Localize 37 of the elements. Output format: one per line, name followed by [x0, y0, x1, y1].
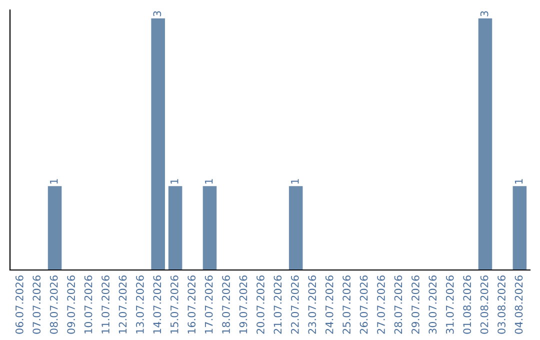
x-tick-label: 16.07.2026: [188, 276, 196, 334]
data-label: 1: [50, 179, 58, 184]
x-tick-label: 24.07.2026: [325, 276, 334, 334]
x-tick-label: 27.07.2026: [377, 276, 385, 334]
x-tick-label: 25.07.2026: [342, 276, 351, 334]
x-tick-label: 02.08.2026: [480, 276, 488, 334]
data-label: 1: [514, 179, 523, 184]
data-label: 3: [480, 11, 488, 16]
x-tick-label: 21.07.2026: [274, 276, 282, 334]
x-tick-label: 04.08.2026: [514, 276, 523, 334]
x-tick-label: 15.07.2026: [170, 276, 178, 334]
x-tick-label: 30.07.2026: [428, 276, 437, 334]
x-tick-label: 18.07.2026: [222, 276, 230, 334]
x-tick-label: 03.08.2026: [498, 276, 506, 334]
data-label: 1: [170, 179, 178, 184]
x-tick-label: 22.07.2026: [290, 276, 299, 334]
x-tick-label: 14.07.2026: [153, 276, 162, 334]
x-tick-label: 13.07.2026: [136, 276, 144, 334]
x-tick-label: 20.07.2026: [256, 276, 264, 334]
data-label: 3: [153, 11, 162, 16]
x-tick-label: 23.07.2026: [308, 276, 316, 334]
x-tick-label: 19.07.2026: [239, 276, 248, 334]
x-tick-label: 29.07.2026: [412, 276, 420, 334]
x-tick-label: 07.07.2026: [32, 276, 41, 334]
data-label: 1: [205, 179, 213, 184]
x-tick-label: 11.07.2026: [102, 276, 110, 334]
x-tick-label: 28.07.2026: [394, 276, 402, 334]
x-tick-label: 06.07.2026: [15, 276, 24, 334]
x-tick-label: 01.08.2026: [463, 276, 472, 334]
x-tick-label: 26.07.2026: [360, 276, 368, 334]
x-tick-label: 12.07.2026: [118, 276, 127, 334]
data-label: 1: [291, 179, 299, 184]
x-tick-label: 31.07.2026: [446, 276, 454, 334]
x-tick-label: 17.07.2026: [204, 276, 213, 334]
x-tick-label: 08.07.2026: [50, 276, 58, 334]
x-tick-label: 10.07.2026: [84, 276, 92, 334]
x-tick-label: 09.07.2026: [67, 276, 76, 334]
